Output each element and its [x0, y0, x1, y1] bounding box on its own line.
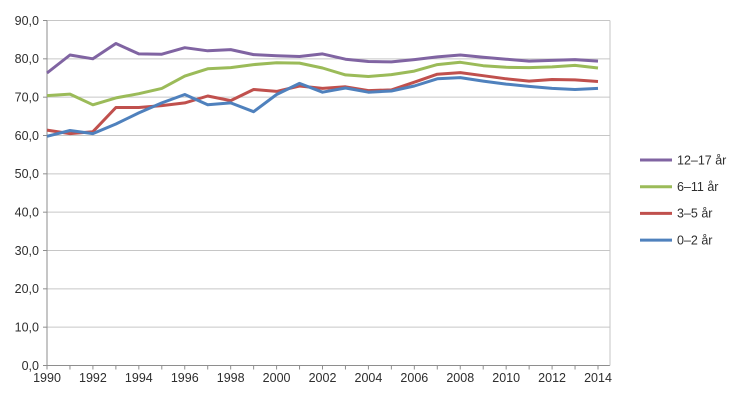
x-tick-label: 1990 [33, 371, 61, 385]
y-tick-label: 10,0 [15, 320, 39, 334]
y-tick-label: 90,0 [15, 14, 39, 28]
y-tick-label: 80,0 [15, 52, 39, 66]
legend-item-6-11-r: 6–11 år [640, 180, 718, 194]
series-line-0-2-r [46, 76, 599, 138]
y-tick-label: 0,0 [22, 359, 39, 373]
y-tick-label: 40,0 [15, 205, 39, 219]
y-tick-label: 50,0 [15, 167, 39, 181]
x-tick-label: 2000 [263, 371, 291, 385]
x-tick-label: 1998 [217, 371, 245, 385]
legend-item-0-2-r: 0–2 år [640, 233, 712, 247]
x-tick-label: 1992 [79, 371, 107, 385]
y-tick-label: 30,0 [15, 244, 39, 258]
series-line-3-5-r [46, 71, 599, 136]
y-tick-label: 60,0 [15, 129, 39, 143]
x-tick-label: 2008 [446, 371, 474, 385]
legend-label-6-11-r: 6–11 år [677, 180, 718, 194]
y-tick-label: 70,0 [15, 90, 39, 104]
legend-item-12-17-r: 12–17 år [640, 153, 726, 167]
x-tick-label: 1996 [171, 371, 199, 385]
x-tick-label: 2004 [355, 371, 383, 385]
x-tick-label: 2014 [584, 371, 612, 385]
x-tick-label: 1994 [125, 371, 153, 385]
x-tick-label: 2006 [400, 371, 428, 385]
series-line-6-11-r [46, 60, 599, 107]
x-tick-label: 2012 [538, 371, 566, 385]
legend-label-12-17-r: 12–17 år [677, 153, 726, 167]
y-tick-label: 20,0 [15, 282, 39, 296]
legend-label-3-5-r: 3–5 år [677, 207, 712, 221]
legend-label-0-2-r: 0–2 år [677, 233, 712, 247]
series-line-12-17-r [46, 42, 599, 75]
x-tick-label: 2002 [309, 371, 337, 385]
x-tick-label: 2010 [492, 371, 520, 385]
legend-item-3-5-r: 3–5 år [640, 207, 712, 221]
